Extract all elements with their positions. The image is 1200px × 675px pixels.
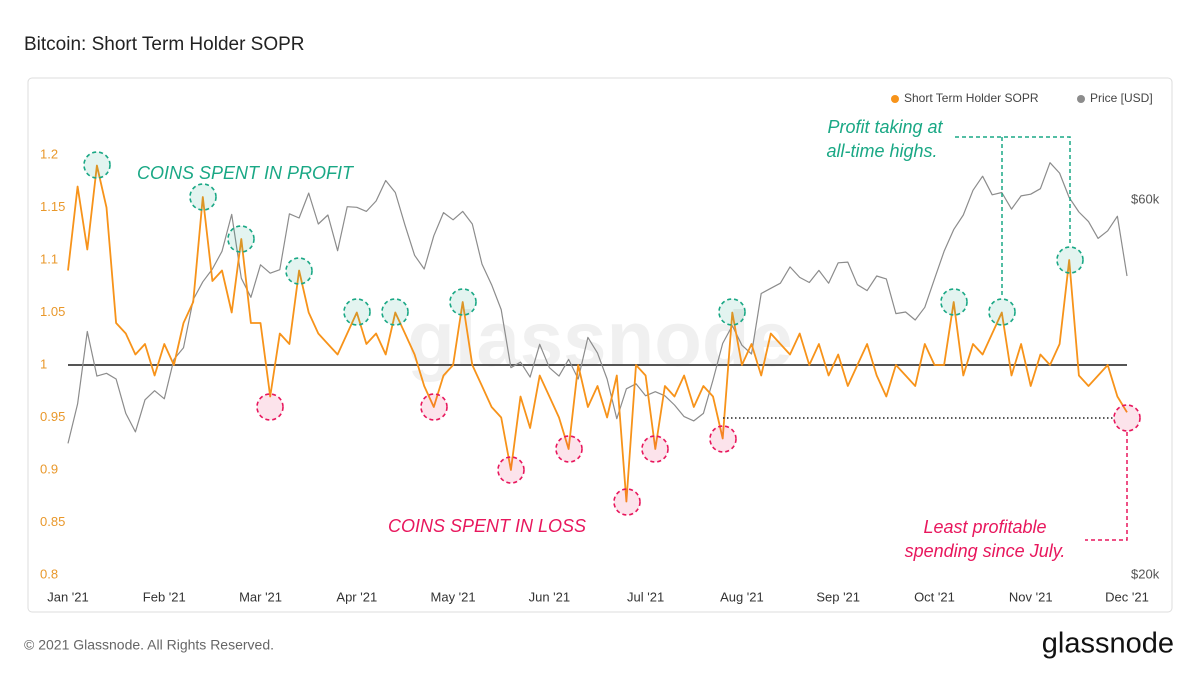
x-tick-label: Jan '21 [47, 589, 89, 604]
annotation: Least profitable [923, 517, 1046, 537]
x-tick-label: Nov '21 [1009, 589, 1053, 604]
x-tick-label: Dec '21 [1105, 589, 1149, 604]
annotation: COINS SPENT IN PROFIT [137, 163, 355, 183]
y-tick-label: 0.85 [40, 514, 65, 529]
highlight-circle [988, 298, 1016, 326]
annotation: COINS SPENT IN LOSS [388, 516, 586, 536]
highlight-circle [227, 225, 255, 253]
y-tick-label: 1.15 [40, 199, 65, 214]
highlight-circle [420, 393, 448, 421]
x-tick-label: Mar '21 [239, 589, 282, 604]
y-tick-label: 0.9 [40, 461, 58, 476]
chart-frame [27, 77, 1173, 613]
callout-line [955, 136, 1071, 298]
plot: 0.8 0.85 0.9 0.95 1 1.05 1.1 1.15 1.2 $20k $60k Jan… [40, 146, 1160, 604]
highlight-circle [343, 298, 371, 326]
y2-tick-label: $60k [1131, 191, 1160, 206]
y2-tick-label: $20k [1131, 566, 1160, 581]
highlight-circle [718, 298, 746, 326]
highlight-circle [256, 393, 284, 421]
legend-swatch [891, 95, 899, 103]
x-tick-label: May '21 [431, 589, 476, 604]
y-tick-label: 1.1 [40, 251, 58, 266]
highlight-circle [613, 488, 641, 516]
highlight-circle [641, 435, 669, 463]
annotation: Profit taking at [827, 117, 943, 137]
highlight-circle [709, 425, 737, 453]
legend-swatch [1077, 95, 1085, 103]
annotation: all-time highs. [826, 141, 937, 161]
y-tick-label: 0.8 [40, 566, 58, 581]
y-tick-label: 1.2 [40, 146, 58, 161]
footer-logo: glassnode [1042, 628, 1174, 660]
highlight-circle [497, 456, 525, 484]
x-tick-label: Apr '21 [336, 589, 377, 604]
y-tick-label: 0.95 [40, 409, 65, 424]
highlight-circle [189, 183, 217, 211]
y-tick-label: 1 [40, 356, 47, 371]
series-line [67, 162, 1128, 444]
highlight-circle [83, 151, 111, 179]
x-tick-label: Aug '21 [720, 589, 764, 604]
series-line [67, 164, 1128, 503]
highlight-circle [555, 435, 583, 463]
legend-label: Price [USD] [1090, 91, 1153, 105]
callout-line [1085, 432, 1128, 541]
legend: Short Term Holder SOPR Price [USD] [891, 91, 1153, 105]
footer-copyright: © 2021 Glassnode. All Rights Reserved. [24, 637, 274, 653]
highlight-circle [449, 288, 477, 316]
chart-title: Bitcoin: Short Term Holder SOPR [24, 34, 305, 55]
x-tick-label: Oct '21 [914, 589, 955, 604]
highlight-circle [940, 288, 968, 316]
legend-label: Short Term Holder SOPR [904, 91, 1039, 105]
highlight-circle [285, 257, 313, 285]
highlight-circle [381, 298, 409, 326]
annotation: spending since July. [905, 541, 1066, 561]
highlight-circle [1056, 246, 1084, 274]
x-tick-label: Feb '21 [143, 589, 186, 604]
x-tick-label: Jul '21 [627, 589, 664, 604]
annotations: COINS SPENT IN PROFIT COINS SPENT IN LOS… [83, 117, 1141, 561]
highlight-circle [1113, 404, 1141, 432]
x-tick-label: Sep '21 [816, 589, 860, 604]
x-tick-label: Jun '21 [529, 589, 571, 604]
y-tick-label: 1.05 [40, 304, 65, 319]
